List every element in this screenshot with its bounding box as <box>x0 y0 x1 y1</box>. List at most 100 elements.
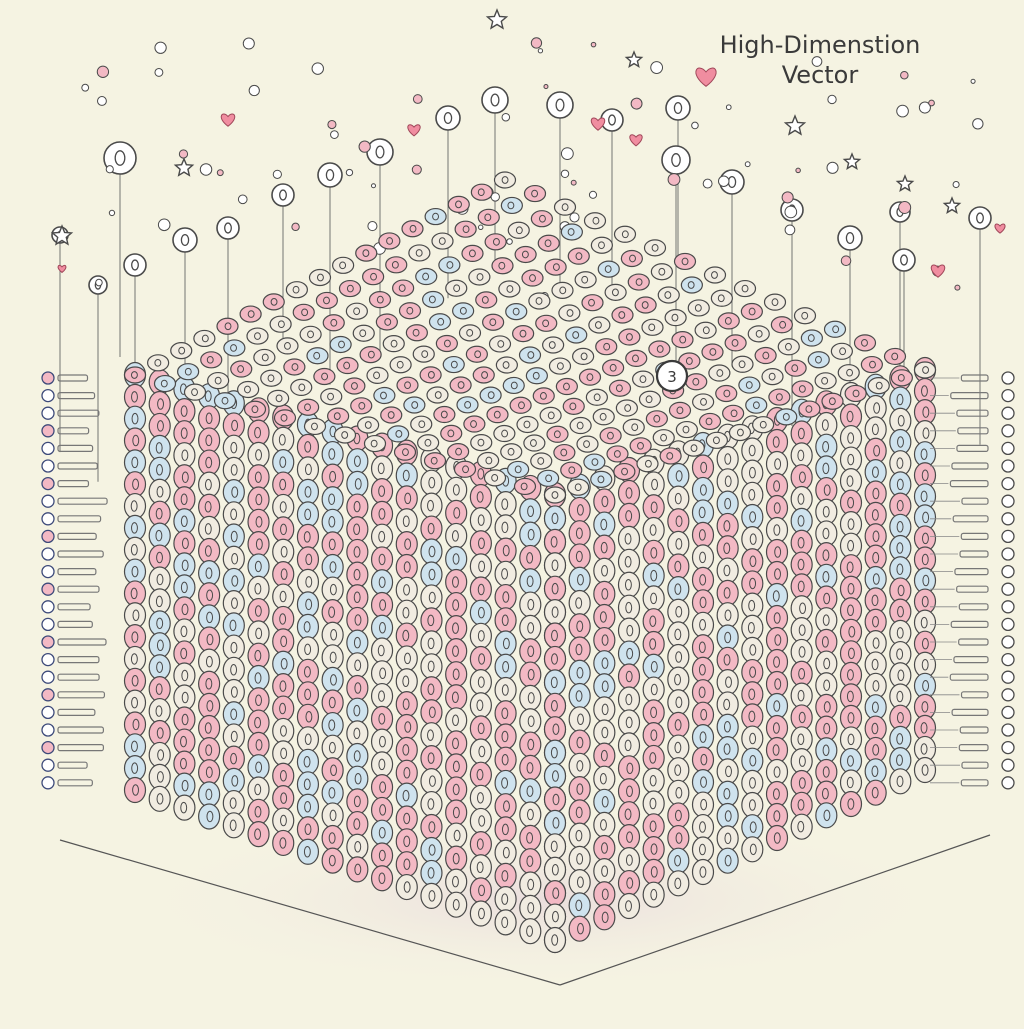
vector-node <box>593 811 616 839</box>
node-core <box>489 318 497 327</box>
node-body <box>694 321 717 339</box>
node-body <box>770 316 793 334</box>
vector-node <box>642 494 665 521</box>
node-core <box>748 599 756 612</box>
cube-right-face <box>543 356 937 954</box>
node-core <box>328 696 336 709</box>
vector-node <box>359 345 382 364</box>
node-body <box>535 314 558 332</box>
node-core <box>279 590 287 603</box>
vector-node <box>419 366 442 384</box>
list-bullet <box>41 406 55 420</box>
node-core <box>700 398 707 406</box>
vector-node <box>198 493 221 520</box>
vector-node <box>272 605 295 633</box>
node-core <box>576 783 584 795</box>
vector-node <box>370 842 394 869</box>
list-squiggle <box>957 427 989 435</box>
vector-node <box>615 399 638 417</box>
node-core <box>576 736 584 749</box>
vector-node <box>198 604 221 631</box>
node-body <box>731 355 754 373</box>
node-core <box>131 631 139 643</box>
node-body <box>395 851 418 878</box>
node-core <box>255 449 262 461</box>
node-body <box>260 369 283 387</box>
node-body <box>889 768 912 795</box>
node-core <box>396 360 404 369</box>
list-squiggle <box>57 427 90 435</box>
node-core <box>377 462 385 475</box>
vector-node <box>507 460 530 479</box>
vector-node <box>283 358 306 376</box>
node-body <box>469 530 492 557</box>
vector-node <box>765 802 789 830</box>
node-core <box>741 284 749 293</box>
node-body <box>148 741 171 769</box>
node-body <box>469 622 492 649</box>
node-core <box>575 690 583 702</box>
node-body <box>505 303 528 321</box>
vector-node <box>574 271 597 289</box>
node-core <box>230 686 238 698</box>
node-core <box>526 925 534 937</box>
vector-node <box>321 847 344 874</box>
vector-node <box>445 845 468 872</box>
node-body <box>682 439 705 457</box>
node-core <box>773 524 781 536</box>
node-body <box>494 769 517 797</box>
node-body <box>222 678 245 706</box>
node-body <box>708 364 731 382</box>
highlighted-node-label: 3 <box>667 368 677 386</box>
list-squiggle <box>57 638 107 646</box>
vector-node <box>477 208 500 226</box>
node-core <box>427 637 435 650</box>
node-core <box>404 721 412 733</box>
vector-node <box>447 195 470 213</box>
node-core <box>303 846 311 858</box>
node-core <box>650 706 658 719</box>
node-body <box>642 722 665 749</box>
node-core <box>353 523 361 535</box>
node-body <box>346 538 369 566</box>
list-squiggle <box>950 392 989 400</box>
vector-node <box>741 681 764 708</box>
list-squiggle <box>57 726 104 734</box>
list-bullet <box>41 670 55 684</box>
node-body <box>519 894 542 921</box>
node-core <box>230 730 238 743</box>
vector-node <box>346 629 369 656</box>
node-core <box>821 787 829 800</box>
vector-node <box>216 317 239 335</box>
node-body <box>741 459 764 486</box>
vector-node <box>198 737 221 764</box>
node-core <box>773 766 781 778</box>
node-core <box>711 271 718 279</box>
vector-node <box>509 396 532 414</box>
vector-node <box>321 508 344 535</box>
node-core <box>797 493 805 505</box>
vector-node <box>716 445 739 473</box>
node-core <box>205 412 213 425</box>
node-core <box>478 537 485 550</box>
vector-node <box>420 836 443 864</box>
node-core <box>267 374 275 383</box>
node-body <box>864 779 887 806</box>
node-body <box>440 424 463 442</box>
vector-node <box>913 361 937 379</box>
node-body <box>595 338 618 356</box>
vector-node <box>568 822 591 849</box>
vector-node <box>543 833 567 860</box>
vector-node <box>222 412 245 439</box>
node-body <box>494 491 517 518</box>
node-core <box>723 542 731 554</box>
vector-node <box>590 236 613 254</box>
vector-node <box>678 352 701 370</box>
vector-node <box>791 380 814 398</box>
node-core <box>514 465 522 474</box>
list-bullet <box>1001 723 1015 737</box>
heart-icon <box>220 113 236 127</box>
vector-node <box>913 420 937 447</box>
node-body <box>392 279 415 297</box>
node-body <box>247 776 270 803</box>
